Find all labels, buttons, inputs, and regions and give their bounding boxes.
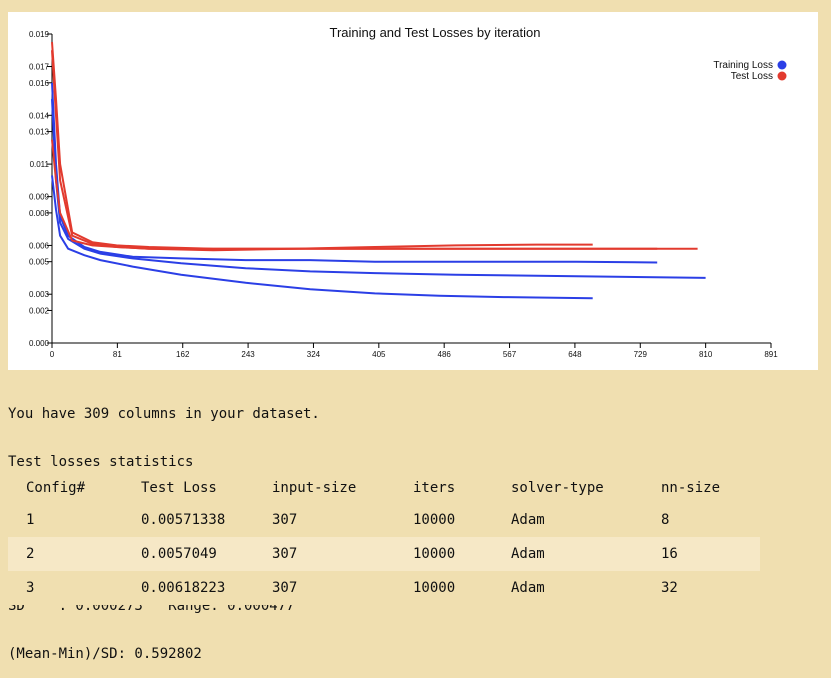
test-loss-line — [51, 139, 698, 250]
y-tick-label: 0.014 — [29, 111, 50, 120]
test-loss-line — [51, 50, 593, 252]
chart-panel: Training and Test Losses by iteration 0.0… — [8, 12, 818, 370]
header-iters: iters — [413, 480, 456, 496]
cell-test-loss: 0.00618223 — [141, 580, 226, 596]
header-input-size: input-size — [272, 480, 357, 496]
y-tick-label: 0.006 — [29, 241, 50, 250]
x-tick-label: 324 — [307, 350, 321, 359]
cell-input-size: 307 — [272, 546, 298, 562]
x-tick-label: 648 — [568, 350, 582, 359]
x-tick-label: 81 — [113, 350, 122, 359]
table-header-row: Config# Test Loss input-size iters solve… — [8, 473, 760, 503]
table-row: 3 0.00618223 307 10000 Adam 32 — [8, 571, 760, 605]
cell-iters: 10000 — [413, 546, 456, 562]
x-tick-label: 891 — [764, 350, 778, 359]
legend-dot — [777, 60, 787, 70]
table-row: 2 0.0057049 307 10000 Adam 16 — [8, 537, 760, 571]
cell-solver-type: Adam — [511, 580, 545, 596]
cell-nn-size: 8 — [661, 512, 670, 528]
cell-iters: 10000 — [413, 512, 456, 528]
y-tick-label: 0.005 — [29, 258, 50, 267]
x-tick-label: 162 — [176, 350, 190, 359]
cell-nn-size: 16 — [661, 546, 678, 562]
stats-heading: Test losses statistics — [8, 454, 194, 470]
chart-title: Training and Test Losses by iteration — [329, 25, 540, 40]
stats-median-min: Median: 0.005713 Min : 0.005705 — [8, 550, 295, 566]
x-tick-label: 729 — [634, 350, 648, 359]
y-tick-label: 0.017 — [29, 63, 50, 72]
table-row: 1 0.00571338 307 10000 Adam 8 — [8, 503, 760, 537]
results-table: Config# Test Loss input-size iters solve… — [8, 473, 760, 605]
header-solver-type: solver-type — [511, 480, 604, 496]
cell-test-loss: 0.0057049 — [141, 546, 217, 562]
training-loss-line — [51, 99, 706, 279]
x-tick-label: 405 — [372, 350, 386, 359]
y-tick-label: 0.013 — [29, 128, 50, 137]
legend-label: Test Loss — [731, 71, 773, 82]
cell-config: 3 — [26, 580, 35, 596]
x-tick-label: 567 — [503, 350, 517, 359]
cell-input-size: 307 — [272, 580, 298, 596]
header-nn-size: nn-size — [661, 480, 721, 496]
cell-input-size: 307 — [272, 512, 298, 528]
y-tick-label: 0.000 — [29, 339, 50, 348]
y-tick-label: 0.009 — [29, 193, 50, 202]
y-tick-label: 0.003 — [29, 290, 50, 299]
column-count-text: You have 309 columns in your dataset. — [8, 406, 320, 422]
y-tick-label: 0.008 — [29, 209, 50, 218]
cell-solver-type: Adam — [511, 512, 545, 528]
y-tick-label: 0.019 — [29, 30, 50, 39]
loss-chart: Training and Test Losses by iteration 0.0… — [29, 25, 787, 359]
legend-dot — [777, 71, 787, 81]
x-tick-label: 243 — [241, 350, 255, 359]
x-tick-label: 0 — [50, 350, 55, 359]
test-loss-line — [51, 42, 658, 250]
training-loss-line — [51, 175, 593, 300]
y-tick-label: 0.002 — [29, 306, 50, 315]
stats-mean-min-sd: (Mean-Min)/SD: 0.592802 — [8, 646, 202, 662]
x-tick-label: 486 — [438, 350, 452, 359]
y-tick-label: 0.011 — [30, 160, 50, 169]
y-tick-label: 0.016 — [29, 79, 50, 88]
cell-config: 2 — [26, 546, 35, 562]
stats-mean-max: Mean : 0.005867 Max : 0.006182 — [8, 502, 295, 518]
cell-solver-type: Adam — [511, 546, 545, 562]
cell-test-loss: 0.00571338 — [141, 512, 226, 528]
x-tick-label: 810 — [699, 350, 713, 359]
cell-nn-size: 32 — [661, 580, 678, 596]
cell-iters: 10000 — [413, 580, 456, 596]
cell-config: 1 — [26, 512, 35, 528]
header-config: Config# — [26, 480, 86, 496]
header-test-loss: Test Loss — [141, 480, 217, 496]
legend-label: Training Loss — [713, 60, 773, 71]
training-loss-line — [51, 82, 658, 264]
